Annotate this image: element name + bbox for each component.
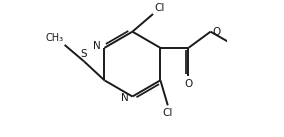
Text: CH₃: CH₃ [45, 33, 63, 43]
Text: S: S [80, 49, 87, 59]
Text: N: N [121, 93, 129, 103]
Text: Cl: Cl [163, 108, 173, 118]
Text: Cl: Cl [154, 2, 165, 12]
Text: N: N [93, 41, 101, 51]
Text: O: O [184, 79, 193, 89]
Text: O: O [212, 27, 220, 37]
